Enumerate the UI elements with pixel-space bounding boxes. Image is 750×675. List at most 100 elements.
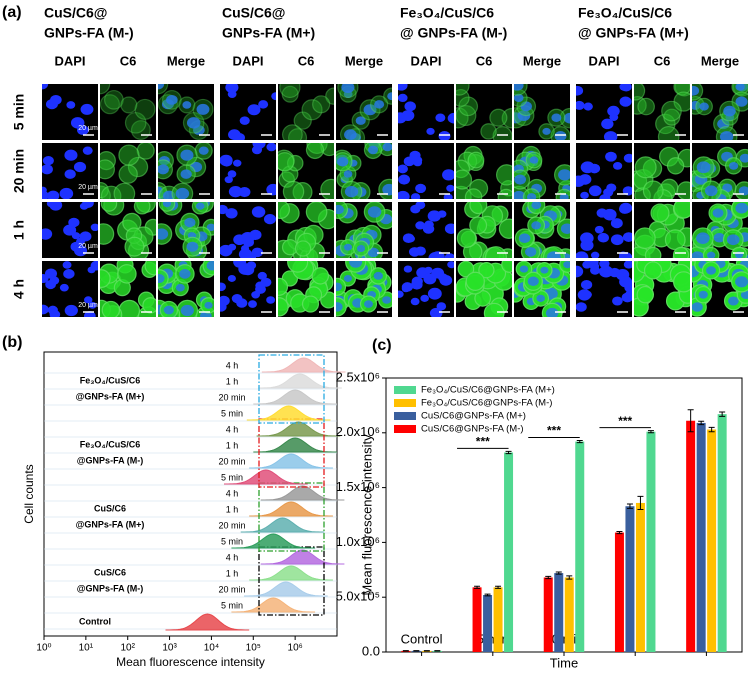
cell-nucleus <box>692 251 705 258</box>
cell-nucleus <box>439 274 453 286</box>
bar <box>646 431 656 652</box>
group-label: CuS/C6 <box>94 503 126 513</box>
error-bar <box>545 575 552 580</box>
cell-nucleus <box>520 101 532 112</box>
cell-nucleus <box>175 187 190 199</box>
cell-nucleus <box>735 202 748 214</box>
cell-nucleus <box>713 232 725 243</box>
cell-nucleus <box>42 84 49 90</box>
micrograph <box>634 84 690 140</box>
cell-cytoplasm <box>495 164 512 186</box>
histogram-peak <box>260 549 345 565</box>
significance-label: *** <box>547 424 561 438</box>
cell-nucleus <box>706 266 717 275</box>
cell-nucleus <box>536 294 545 302</box>
cell-nucleus <box>729 161 739 170</box>
cell-nucleus <box>166 94 178 105</box>
cell-cytoplasm <box>634 156 657 179</box>
micrograph <box>158 261 214 317</box>
cell-cytoplasm <box>456 84 470 96</box>
histogram-peak <box>244 581 328 597</box>
cell-cytoplasm <box>142 297 156 314</box>
cell-nucleus <box>206 261 214 271</box>
cell-nucleus <box>59 283 69 292</box>
cell-nucleus <box>606 183 617 193</box>
group-title: @ GNPs-FA (M-) <box>400 25 507 41</box>
micrograph <box>100 261 156 317</box>
cell-cytoplasm <box>644 246 662 258</box>
bar <box>635 502 645 652</box>
cell-cytoplasm <box>124 111 147 134</box>
histogram-peak <box>165 613 250 631</box>
cell-cytoplasm <box>288 128 308 140</box>
cell-nucleus <box>42 274 49 284</box>
cell-nucleus <box>446 184 454 192</box>
time-label: 20 min <box>218 392 245 402</box>
cell-cytoplasm <box>498 218 512 239</box>
cell-cytoplasm <box>100 84 111 95</box>
cell-nucleus <box>266 183 276 196</box>
cell-cytoplasm <box>469 202 488 215</box>
cell-cytoplasm <box>642 180 664 199</box>
scale-bar-label: 20 µm <box>78 302 98 309</box>
group-title: @ GNPs-FA (M+) <box>578 25 689 41</box>
cell-nucleus <box>387 92 392 101</box>
cell-nucleus <box>158 228 169 240</box>
cell-cytoplasm <box>489 108 508 127</box>
time-label: 1 h <box>226 568 239 578</box>
time-label: 20 min <box>218 520 245 530</box>
histogram-peak <box>240 517 325 533</box>
cell-nucleus <box>588 185 602 197</box>
cell-nucleus <box>158 164 169 175</box>
cell-cytoplasm <box>469 216 488 235</box>
cell-nucleus <box>558 169 570 181</box>
cell-nucleus <box>251 291 261 299</box>
cell-nucleus <box>401 110 415 121</box>
cell-nucleus <box>514 84 524 91</box>
cell-cytoplasm <box>637 97 655 116</box>
y-tick-label: 2.5x10⁶ <box>336 369 380 384</box>
y-tick-label: 0.0 <box>362 643 380 658</box>
time-label: 4 h <box>11 279 27 299</box>
cell-nucleus <box>408 247 421 257</box>
cell-cytoplasm <box>458 96 479 117</box>
cell-nucleus <box>692 302 703 312</box>
histogram-peak <box>246 405 331 421</box>
cell-nucleus <box>576 265 584 278</box>
cell-cytoplasm <box>278 152 295 172</box>
error-bar <box>626 503 633 509</box>
micrograph <box>398 202 454 258</box>
cell-nucleus <box>196 103 210 115</box>
error-bar <box>484 593 491 597</box>
group-title: CuS/C6@ <box>44 5 107 21</box>
time-label: 20 min <box>218 584 245 594</box>
cell-nucleus <box>429 307 443 317</box>
cell-cytoplasm <box>655 113 676 135</box>
cell-cytoplasm <box>478 262 495 279</box>
bar <box>707 429 717 652</box>
time-label: 5 min <box>221 472 243 482</box>
cell-cytoplasm <box>279 84 301 99</box>
cell-nucleus <box>66 101 76 109</box>
cell-nucleus <box>195 202 205 210</box>
cell-nucleus <box>563 261 570 269</box>
cell-nucleus <box>158 84 165 90</box>
cell-nucleus <box>79 231 92 242</box>
micrograph <box>220 261 276 317</box>
cell-nucleus <box>696 161 711 174</box>
micrograph <box>336 84 392 140</box>
cell-nucleus <box>582 261 592 269</box>
scale-bar-label: 20 µm <box>78 125 98 132</box>
micrograph <box>336 261 392 317</box>
micrograph <box>158 143 214 199</box>
micrograph <box>336 202 392 258</box>
bar <box>614 532 624 652</box>
cell-nucleus <box>692 85 700 96</box>
error-bar <box>474 585 481 589</box>
cell-nucleus <box>367 247 379 258</box>
channel-header: C6 <box>476 53 493 68</box>
cell-nucleus <box>514 174 527 185</box>
histogram-peak <box>256 421 341 437</box>
bar <box>472 587 482 652</box>
time-label: 4 h <box>226 360 239 370</box>
